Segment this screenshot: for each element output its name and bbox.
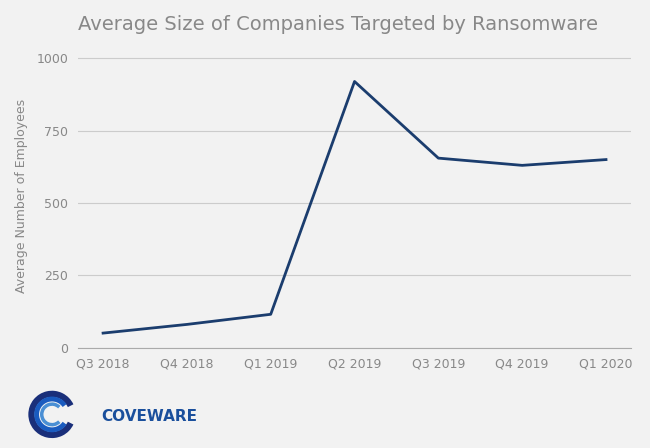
Text: COVEWARE: COVEWARE bbox=[101, 409, 197, 424]
Y-axis label: Average Number of Employees: Average Number of Employees bbox=[15, 99, 28, 293]
Text: Average Size of Companies Targeted by Ransomware: Average Size of Companies Targeted by Ra… bbox=[78, 15, 598, 34]
